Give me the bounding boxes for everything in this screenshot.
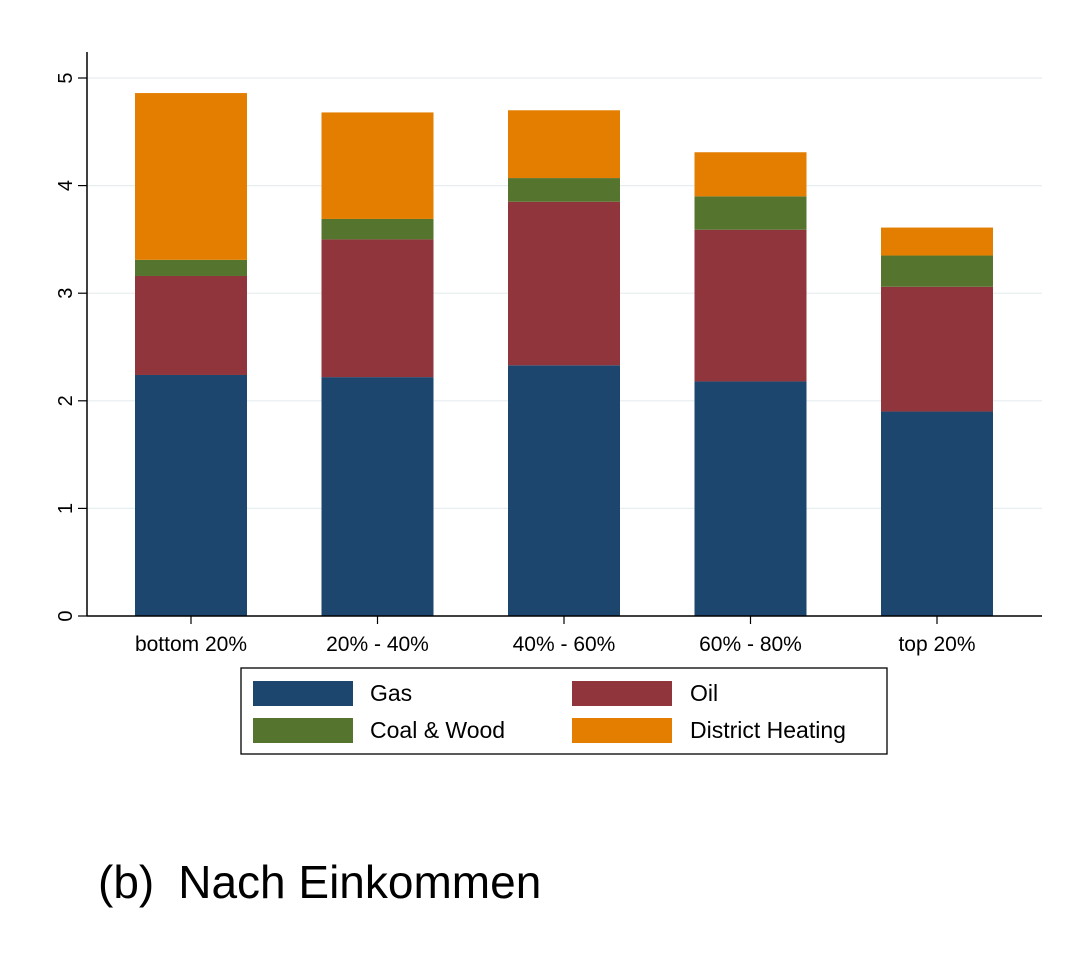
bar-gas-3	[508, 365, 620, 616]
x-tick-label: top 20%	[898, 633, 975, 656]
bar-oil-4	[694, 229, 807, 382]
bar-oil-2	[321, 239, 434, 378]
bar-coal-wood-1	[135, 259, 247, 276]
bar-oil-1	[135, 275, 247, 375]
bar-coal-wood-4	[694, 196, 807, 230]
y-tick-label: 2	[55, 395, 77, 406]
legend-label-gas: Gas	[370, 680, 412, 706]
legend-label-coal-wood: Coal & Wood	[370, 717, 505, 743]
bar-oil-3	[508, 201, 620, 366]
bars	[135, 93, 993, 616]
y-tick-label: 0	[55, 610, 77, 621]
x-ticks: bottom 20% 20% - 40% 40% - 60% 60% - 80% top…	[135, 616, 976, 656]
legend: Gas Oil Coal & Wood District Heating	[240, 667, 888, 755]
bar-gas-4	[694, 381, 807, 616]
bar-gas-5	[881, 411, 993, 616]
bar-coal-wood-5	[881, 255, 993, 287]
bar-coal-wood-2	[321, 218, 434, 240]
figure-caption: (b) Nach Einkommen	[98, 855, 541, 909]
y-ticks: 0 1 2 3 4 5	[55, 72, 87, 622]
bar-gas-1	[135, 374, 247, 616]
legend-label-district-heating: District Heating	[690, 717, 846, 743]
legend-swatch-gas	[253, 681, 353, 706]
bar-district-heating-3	[508, 110, 620, 179]
y-tick-label: 4	[55, 180, 77, 191]
bar-gas-2	[321, 377, 434, 616]
bar-district-heating-2	[321, 112, 434, 219]
x-tick-label: bottom 20%	[135, 633, 247, 656]
bar-district-heating-5	[881, 227, 993, 256]
legend-swatch-oil	[572, 681, 672, 706]
x-tick-label: 40% - 60%	[513, 633, 616, 656]
x-tick-label: 60% - 80%	[699, 633, 802, 656]
legend-swatch-coal-wood	[253, 718, 353, 743]
bar-coal-wood-3	[508, 178, 620, 202]
bar-district-heating-1	[135, 93, 247, 260]
legend-label-oil: Oil	[690, 680, 718, 706]
caption-text: Nach Einkommen	[178, 856, 542, 908]
caption-label: (b)	[98, 856, 155, 908]
y-tick-label: 3	[55, 288, 77, 299]
stacked-bar-chart: 0 1 2 3 4 5 bottom 20% 20% - 40% 40% - 60% 60% -…	[55, 52, 1042, 755]
y-tick-label: 1	[55, 503, 77, 514]
x-tick-label: 20% - 40%	[326, 633, 429, 656]
legend-swatch-district-heating	[572, 718, 672, 743]
bar-oil-5	[881, 286, 993, 412]
bar-district-heating-4	[694, 152, 807, 197]
y-tick-label: 5	[55, 72, 77, 83]
